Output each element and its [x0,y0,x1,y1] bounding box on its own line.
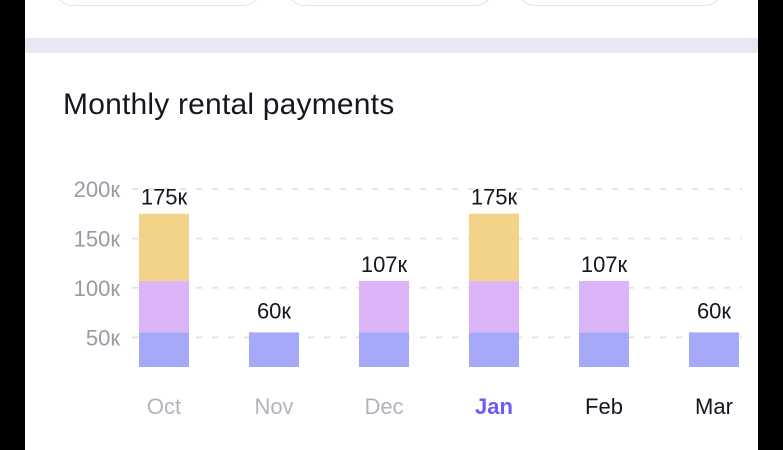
bar-segment-feb-2 [579,280,629,333]
month-label-dec[interactable]: Dec [364,394,403,419]
month-label-oct[interactable]: Oct [147,394,181,419]
bar-segment-feb-1 [579,332,629,367]
y-tick-label: 100к [74,276,121,301]
section-divider [25,38,758,53]
bar-segment-mar-1 [689,332,739,367]
chart-title: Monthly rental payments [63,88,395,121]
y-tick-label: 150к [74,226,121,251]
bar-segment-jan-1 [469,332,519,367]
bar-segment-oct-3 [139,213,189,281]
bar-segment-jan-3 [469,213,519,281]
bar-segment-oct-1 [139,332,189,367]
bar-segment-dec-1 [359,332,409,367]
bar-segment-nov-1 [249,332,299,367]
bar-value-label: 107к [361,252,408,277]
month-label-feb[interactable]: Feb [585,394,623,419]
y-tick-label: 50к [86,325,120,350]
month-label-nov[interactable]: Nov [254,394,293,419]
bar-segment-jan-2 [469,280,519,333]
bar-segment-dec-2 [359,280,409,333]
bar-value-label: 60к [697,298,731,323]
bar-value-label: 175к [141,185,188,210]
bar-value-label: 60к [257,298,291,323]
bar-segment-oct-2 [139,280,189,333]
bar-value-label: 175к [471,185,518,210]
y-tick-label: 200к [74,177,121,202]
month-label-mar[interactable]: Mar [695,394,733,419]
bar-value-label: 107к [581,252,628,277]
top-button-row [25,0,758,6]
month-label-jan[interactable]: Jan [475,394,513,419]
